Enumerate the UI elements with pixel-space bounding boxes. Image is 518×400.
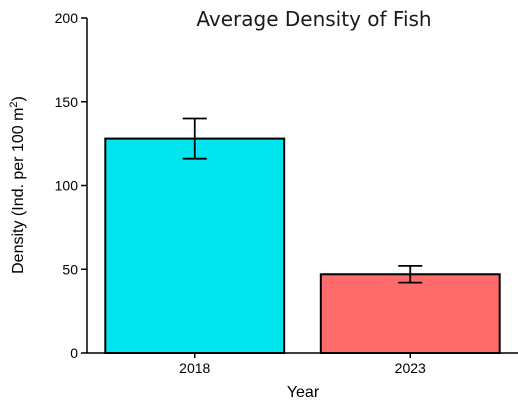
x-axis-label: Year [287, 384, 320, 400]
x-ticks-group: 2018 2023 [179, 353, 426, 376]
y-tick-label: 150 [55, 94, 79, 110]
error-bars-group [182, 117, 423, 284]
y-tick-label: 100 [55, 178, 79, 194]
bar-2023 [319, 273, 501, 354]
y-ticks-group: 0 50 100 150 200 [55, 10, 87, 361]
bars-group [104, 137, 501, 354]
y-tick-label: 200 [55, 10, 79, 26]
bar-2018 [104, 137, 286, 354]
y-axis-label-main: Density (Ind. per 100 m [10, 108, 27, 274]
y-axis-label: Density (Ind. per 100 m2) [8, 96, 27, 274]
x-tick-label: 2018 [179, 360, 210, 376]
error-bar-2023 [398, 264, 423, 284]
y-axis-label-superscript: 2 [8, 101, 20, 107]
y-tick-label: 50 [62, 261, 78, 277]
y-tick-label: 0 [70, 345, 78, 361]
error-bar-2018 [182, 117, 207, 160]
y-axis-label-end: ) [10, 96, 27, 101]
x-tick-label: 2023 [395, 360, 426, 376]
chart-title: Average Density of Fish [196, 7, 431, 31]
